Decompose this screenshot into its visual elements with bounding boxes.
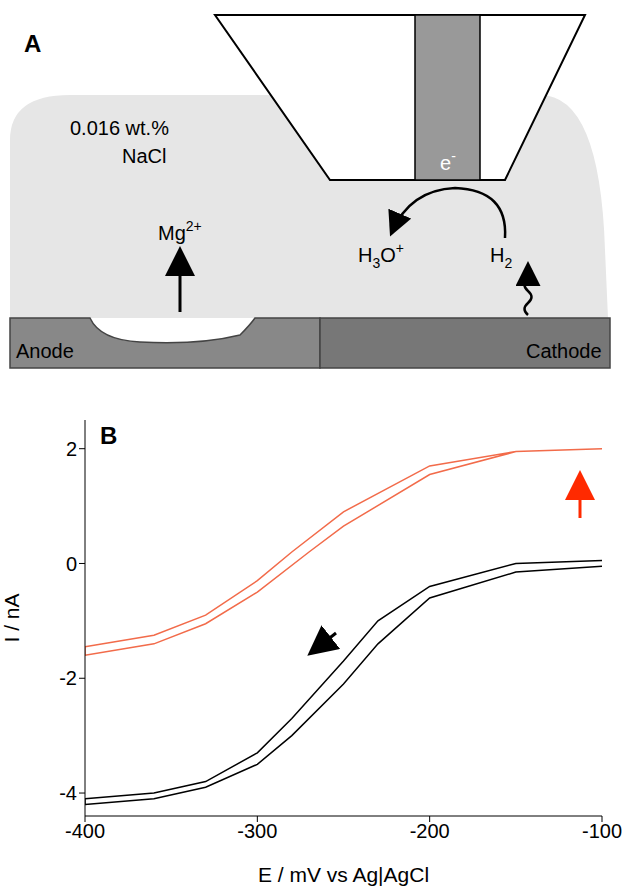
svg-text:NaCl: NaCl: [122, 145, 166, 167]
svg-text:-400: -400: [65, 820, 105, 842]
svg-text:Anode: Anode: [16, 340, 74, 362]
svg-text:-4: -4: [59, 782, 77, 804]
svg-text:0: 0: [66, 553, 77, 575]
svg-text:A: A: [24, 30, 41, 57]
svg-text:e-: e-: [440, 148, 456, 174]
svg-text:-200: -200: [410, 820, 450, 842]
svg-text:H3O+: H3O+: [358, 240, 404, 271]
svg-text:I / nA: I / nA: [0, 593, 23, 642]
svg-text:-300: -300: [237, 820, 277, 842]
svg-text:0.016 wt.%: 0.016 wt.%: [70, 117, 169, 139]
svg-text:Cathode: Cathode: [526, 340, 602, 362]
svg-text:-2: -2: [59, 667, 77, 689]
svg-text:E / mV vs Ag|AgCl: E / mV vs Ag|AgCl: [258, 863, 429, 886]
svg-text:-100: -100: [582, 820, 622, 842]
svg-text:Mg2+: Mg2+: [158, 218, 202, 244]
svg-text:B: B: [100, 422, 117, 449]
svg-text:2: 2: [66, 438, 77, 460]
svg-text:H2: H2: [490, 244, 512, 271]
